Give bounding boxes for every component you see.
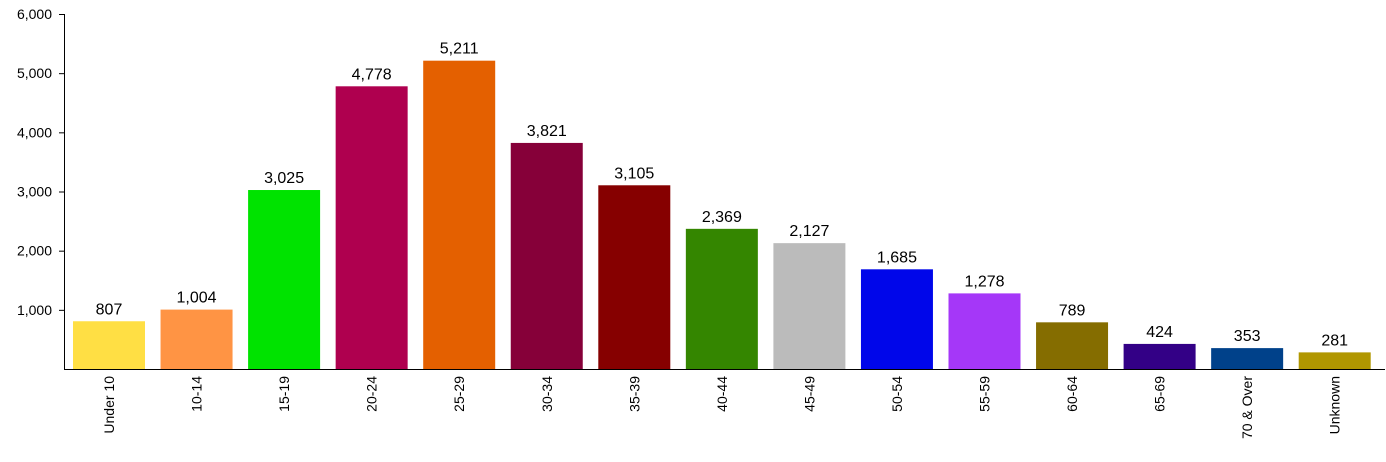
bar bbox=[1298, 352, 1371, 369]
data-label: 5,211 bbox=[440, 41, 479, 58]
axes: 1,000 2,000 3,000 4,000 5,000 6,000 bbox=[17, 6, 1385, 370]
bar bbox=[598, 185, 671, 369]
category-label: 60-64 bbox=[1064, 376, 1080, 412]
category-label: 20-24 bbox=[364, 376, 380, 412]
category-label: Under 10 bbox=[101, 376, 117, 434]
y-tick-label: 5,000 bbox=[17, 65, 52, 81]
bars bbox=[73, 60, 1371, 370]
data-label: 3,025 bbox=[264, 170, 304, 187]
data-label: 4,778 bbox=[352, 66, 392, 83]
data-label: 353 bbox=[1234, 328, 1261, 345]
data-label: 281 bbox=[1321, 332, 1348, 349]
bar bbox=[160, 309, 233, 369]
category-label: 50-54 bbox=[889, 376, 905, 412]
bar bbox=[1036, 322, 1109, 369]
data-label: 1,004 bbox=[177, 290, 217, 307]
data-label: 789 bbox=[1059, 302, 1086, 319]
category-label: 45-49 bbox=[801, 376, 817, 412]
bar bbox=[248, 190, 321, 369]
data-label: 807 bbox=[96, 301, 123, 318]
category-label: 30-34 bbox=[539, 376, 555, 412]
category-label: 70 & Over bbox=[1239, 376, 1255, 439]
category-label: 65-69 bbox=[1152, 376, 1168, 412]
category-label: 40-44 bbox=[714, 376, 730, 412]
bar bbox=[948, 293, 1021, 369]
data-label: 2,369 bbox=[702, 209, 742, 226]
y-tick-label: 3,000 bbox=[17, 184, 52, 200]
y-tick-label: 6,000 bbox=[17, 6, 52, 22]
bar bbox=[423, 60, 496, 370]
data-label: 1,685 bbox=[877, 249, 917, 266]
category-label: Unknown bbox=[1327, 376, 1343, 434]
data-label: 424 bbox=[1146, 324, 1173, 341]
y-tick-label: 2,000 bbox=[17, 243, 52, 259]
bar bbox=[860, 269, 933, 369]
bar bbox=[335, 86, 408, 369]
labels: 807 Under 10 1,004 10-14 3,025 15-19 4,778 20-2… bbox=[96, 41, 1348, 439]
category-label: 25-29 bbox=[451, 376, 467, 412]
bar bbox=[510, 142, 583, 369]
bar bbox=[685, 228, 758, 369]
bar bbox=[1211, 348, 1284, 369]
y-tick-label: 1,000 bbox=[17, 302, 52, 318]
category-label: 15-19 bbox=[276, 376, 292, 412]
bar bbox=[1123, 343, 1196, 369]
y-tick-label: 4,000 bbox=[17, 124, 52, 140]
data-label: 3,105 bbox=[614, 165, 654, 182]
data-label: 1,278 bbox=[964, 273, 1004, 290]
bar bbox=[773, 243, 846, 369]
data-label: 2,127 bbox=[789, 223, 829, 240]
bar bbox=[73, 321, 145, 369]
category-label: 10-14 bbox=[189, 376, 205, 412]
category-label: 55-59 bbox=[977, 376, 993, 412]
category-label: 35-39 bbox=[626, 376, 642, 412]
data-label: 3,821 bbox=[527, 123, 567, 140]
